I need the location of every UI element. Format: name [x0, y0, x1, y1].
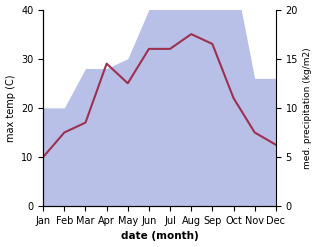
X-axis label: date (month): date (month)	[121, 231, 198, 242]
Y-axis label: max temp (C): max temp (C)	[5, 74, 16, 142]
Y-axis label: med. precipitation (kg/m2): med. precipitation (kg/m2)	[303, 47, 313, 169]
